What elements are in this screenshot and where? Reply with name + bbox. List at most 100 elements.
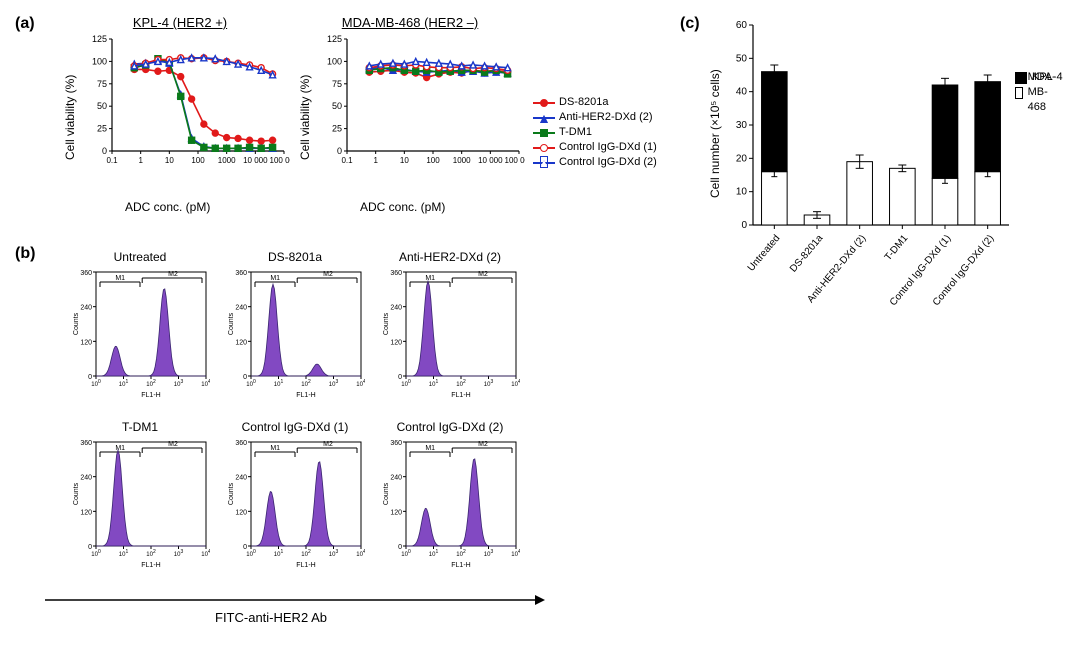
hist-title: Untreated — [70, 250, 210, 264]
panel-a-right-ylabel: Cell viability (%) — [298, 75, 312, 160]
svg-text:50: 50 — [736, 53, 748, 64]
legend-swatch — [1015, 72, 1027, 84]
svg-text:101: 101 — [274, 379, 284, 388]
hist-title: T-DM1 — [70, 420, 210, 434]
panel-a-label: (a) — [15, 15, 35, 33]
svg-text:101: 101 — [274, 549, 284, 558]
svg-text:240: 240 — [235, 475, 247, 482]
svg-text:100: 100 — [401, 379, 411, 388]
svg-text:FL1-H: FL1-H — [451, 562, 470, 568]
svg-text:FL1-H: FL1-H — [141, 562, 160, 568]
svg-text:360: 360 — [390, 440, 402, 447]
svg-text:50: 50 — [97, 101, 107, 111]
svg-text:240: 240 — [390, 475, 402, 482]
svg-text:100: 100 — [92, 56, 107, 66]
svg-text:100: 100 — [246, 549, 256, 558]
figure-root: (a) KPL-4 (HER2 +) MDA-MB-468 (HER2 –) 0… — [15, 15, 1065, 637]
svg-text:102: 102 — [146, 549, 156, 558]
svg-text:Counts: Counts — [383, 312, 390, 335]
legend-label: DS-8201a — [559, 95, 609, 110]
legend-label: T-DM1 — [559, 125, 592, 140]
svg-text:101: 101 — [429, 379, 439, 388]
svg-text:75: 75 — [332, 79, 342, 89]
svg-text:Counts: Counts — [73, 482, 80, 505]
svg-text:360: 360 — [235, 440, 247, 447]
svg-text:100: 100 — [246, 379, 256, 388]
svg-text:1000: 1000 — [453, 156, 471, 165]
svg-text:102: 102 — [456, 379, 466, 388]
svg-text:20: 20 — [736, 153, 748, 164]
legend-label: Anti-HER2-DXd (2) — [559, 110, 653, 125]
legend-label: Control IgG-DXd (2) — [559, 155, 657, 170]
svg-text:M1: M1 — [270, 275, 280, 282]
legend-label: Control IgG-DXd (1) — [559, 140, 657, 155]
svg-text:240: 240 — [235, 305, 247, 312]
svg-text:100 000: 100 000 — [505, 156, 525, 165]
legend-item: Anti-HER2-DXd (2) — [533, 110, 657, 125]
legend-item: Control IgG-DXd (1) — [533, 140, 657, 155]
svg-text:60: 60 — [736, 20, 748, 31]
svg-text:1: 1 — [373, 156, 378, 165]
svg-text:Counts: Counts — [228, 482, 235, 505]
svg-text:10: 10 — [165, 156, 174, 165]
svg-text:M1: M1 — [425, 275, 435, 282]
svg-text:102: 102 — [301, 379, 311, 388]
svg-text:0.1: 0.1 — [106, 156, 118, 165]
svg-text:101: 101 — [429, 549, 439, 558]
svg-text:360: 360 — [390, 270, 402, 277]
hist-title: Control IgG-DXd (1) — [225, 420, 365, 434]
panel-a-right-title: MDA-MB-468 (HER2 –) — [320, 15, 500, 30]
panel-a-left-xlabel: ADC conc. (pM) — [125, 200, 210, 214]
panel-b-label: (b) — [15, 245, 35, 263]
svg-text:M2: M2 — [478, 441, 488, 448]
panel-a-right-xlabel: ADC conc. (pM) — [360, 200, 445, 214]
panel-a-left-title: KPL-4 (HER2 +) — [90, 15, 270, 30]
legend-item: DS-8201a — [533, 95, 657, 110]
svg-text:103: 103 — [484, 549, 494, 558]
svg-text:120: 120 — [235, 509, 247, 516]
panel-a-right-plot: 02550751001250.1110100100010 000100 000 — [315, 33, 525, 183]
svg-text:25: 25 — [332, 124, 342, 134]
svg-text:0: 0 — [243, 374, 247, 381]
svg-text:360: 360 — [80, 440, 92, 447]
panel-c-legend: KPL-4MDA-MB-468 — [1015, 70, 1065, 100]
panel-b-arrow-label: FITC-anti-HER2 Ab — [215, 610, 327, 625]
panel-c-ylabel: Cell number (×10⁵ cells) — [708, 69, 722, 198]
svg-text:103: 103 — [329, 379, 339, 388]
svg-text:Counts: Counts — [383, 482, 390, 505]
svg-text:240: 240 — [80, 305, 92, 312]
svg-text:10: 10 — [736, 187, 748, 198]
svg-text:M2: M2 — [323, 441, 333, 448]
panel-b-arrow — [45, 590, 545, 610]
svg-text:FL1-H: FL1-H — [296, 562, 315, 568]
svg-text:FL1-H: FL1-H — [451, 392, 470, 398]
svg-text:30: 30 — [736, 120, 748, 131]
svg-text:FL1-H: FL1-H — [296, 392, 315, 398]
svg-text:104: 104 — [511, 379, 520, 388]
svg-text:FL1-H: FL1-H — [141, 392, 160, 398]
hist-title: DS-8201a — [225, 250, 365, 264]
legend-item: MDA-MB-468 — [1015, 85, 1065, 100]
svg-text:103: 103 — [329, 549, 339, 558]
hist-title: Anti-HER2-DXd (2) — [380, 250, 520, 264]
svg-text:104: 104 — [201, 549, 210, 558]
svg-text:M2: M2 — [168, 271, 178, 278]
panel-a-left-plot: 02550751001250.1110100100010 000100 000 — [80, 33, 290, 183]
svg-text:Counts: Counts — [228, 312, 235, 335]
svg-text:104: 104 — [201, 379, 210, 388]
svg-text:102: 102 — [456, 549, 466, 558]
hist-plot: 0120240360Counts100101102103104FL1-HM1M2 — [70, 268, 210, 398]
svg-text:M2: M2 — [478, 271, 488, 278]
svg-text:360: 360 — [235, 270, 247, 277]
svg-text:0: 0 — [243, 544, 247, 551]
svg-text:104: 104 — [356, 549, 365, 558]
panel-c-category: Untreated — [710, 233, 783, 317]
svg-text:0: 0 — [102, 146, 107, 156]
svg-text:120: 120 — [390, 509, 402, 516]
svg-text:104: 104 — [356, 379, 365, 388]
svg-text:M1: M1 — [425, 445, 435, 452]
svg-text:120: 120 — [80, 509, 92, 516]
panel-a-legend: DS-8201aAnti-HER2-DXd (2)T-DM1Control Ig… — [533, 95, 657, 170]
svg-text:1000: 1000 — [218, 156, 236, 165]
svg-text:103: 103 — [174, 379, 184, 388]
